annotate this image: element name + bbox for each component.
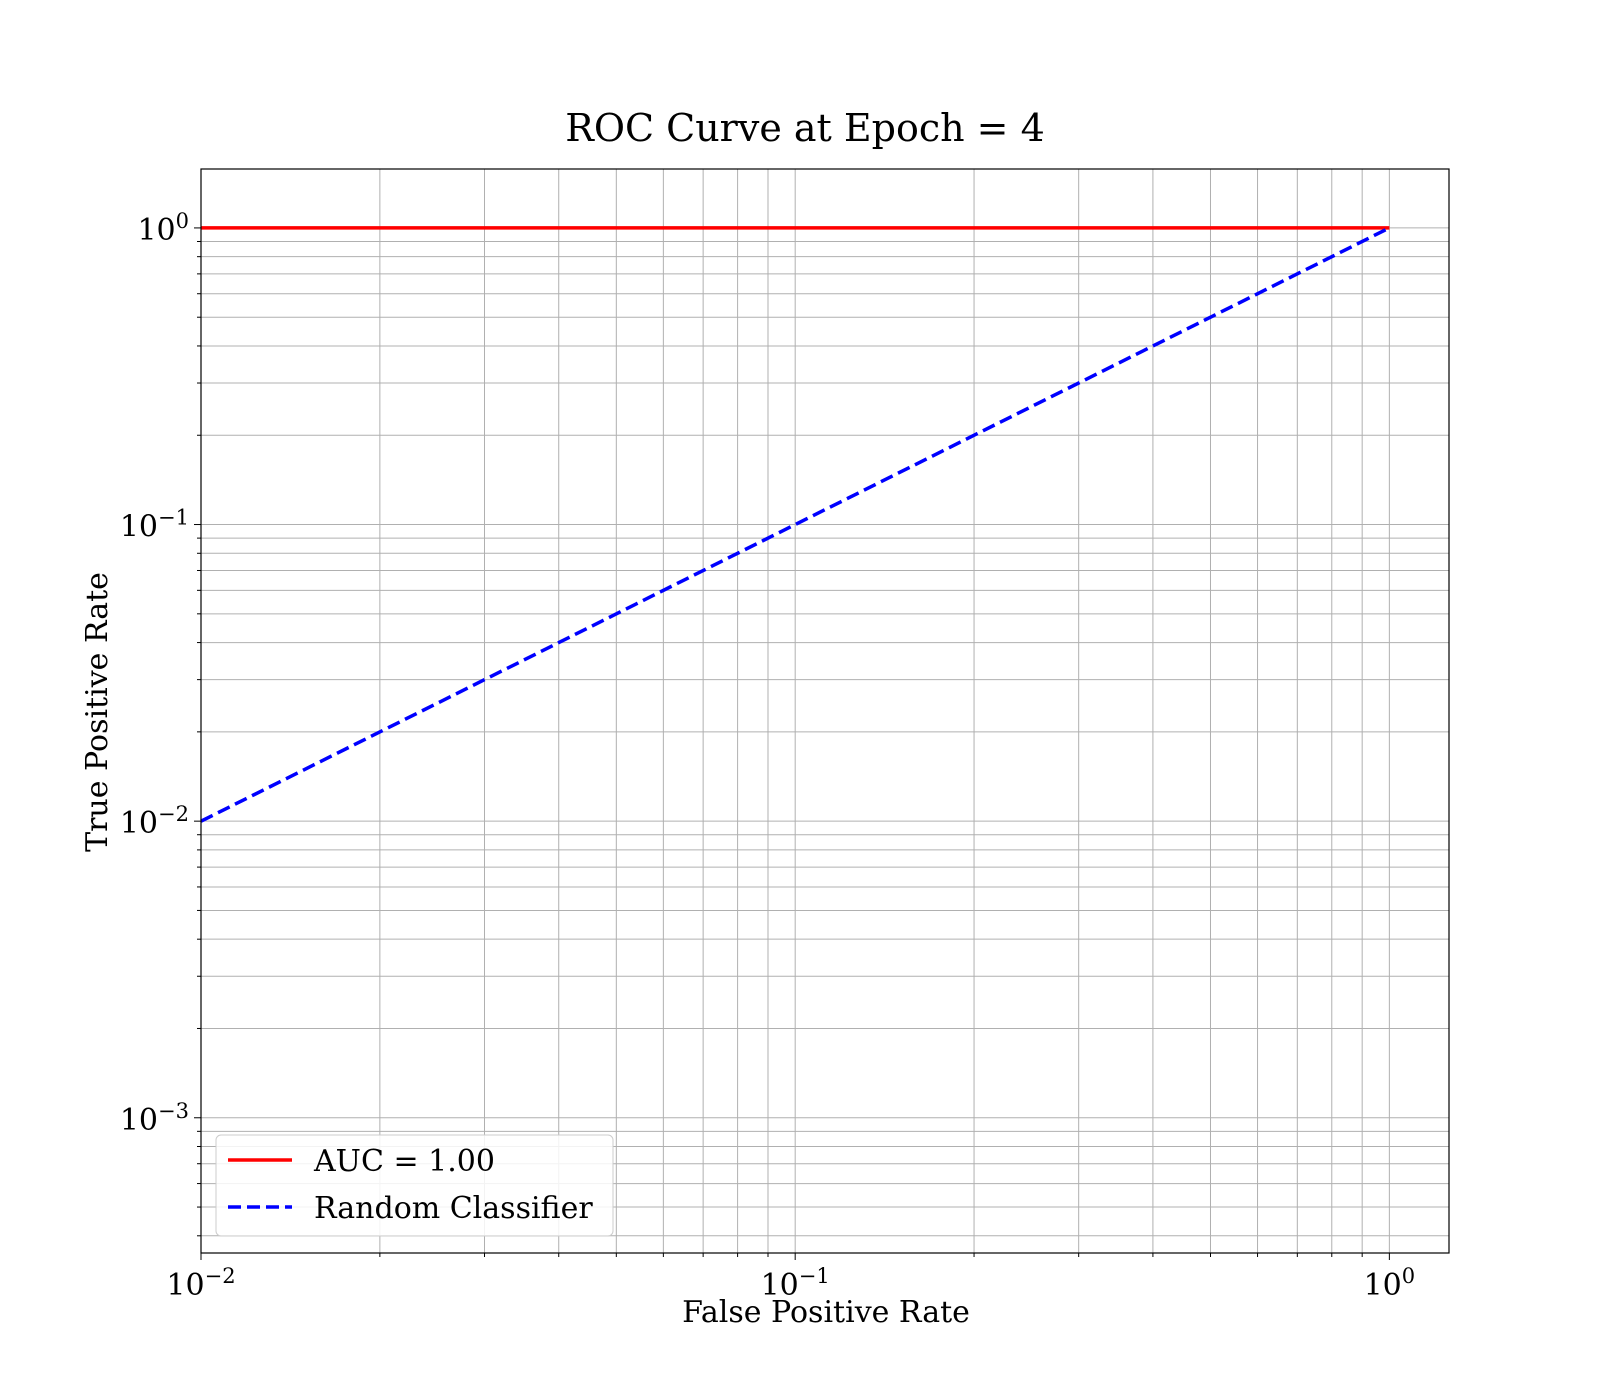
y-axis-label: True Positive Rate <box>80 572 115 852</box>
x-tick-label: 10−2 <box>166 1264 235 1303</box>
series-line-random <box>200 226 1391 823</box>
legend-box <box>215 1134 614 1237</box>
legend-label-auc: AUC = 1.00 <box>313 1144 495 1179</box>
x-tick-label: 10−1 <box>761 1264 830 1303</box>
y-tick-label: 10−1 <box>120 506 189 545</box>
y-tick-label: 100 <box>137 209 189 248</box>
y-tick-label: 10−2 <box>120 802 189 841</box>
tick-layer: 10−2 10−1 100 10−3 10−2 10−1 100 <box>120 209 1415 1303</box>
y-tick-label: 10−3 <box>120 1099 189 1138</box>
legend: AUC = 1.00 Random Classifier <box>215 1134 614 1237</box>
grid-layer <box>200 169 1449 1253</box>
plot-frame <box>200 168 1450 1254</box>
x-tick-label: 100 <box>1364 1264 1416 1303</box>
chart-title: ROC Curve at Epoch = 4 <box>565 106 1045 150</box>
legend-label-random: Random Classifier <box>314 1191 593 1226</box>
x-axis-label: False Positive Rate <box>682 1295 970 1330</box>
series-layer <box>200 226 1391 823</box>
